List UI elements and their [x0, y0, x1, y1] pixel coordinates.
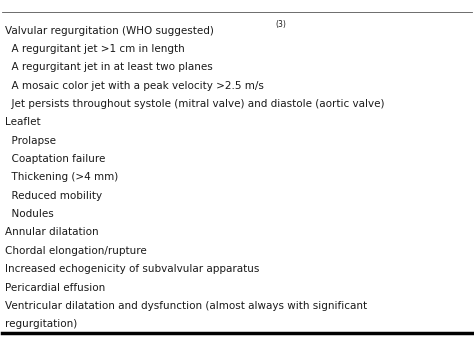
- Text: Thickening (>4 mm): Thickening (>4 mm): [5, 172, 118, 182]
- Text: Leaflet: Leaflet: [5, 117, 40, 127]
- Text: Valvular regurgitation (WHO suggested): Valvular regurgitation (WHO suggested): [5, 26, 214, 35]
- Text: Jet persists throughout systole (mitral valve) and diastole (aortic valve): Jet persists throughout systole (mitral …: [5, 99, 384, 109]
- Text: Annular dilatation: Annular dilatation: [5, 227, 99, 237]
- Text: regurgitation): regurgitation): [5, 319, 77, 329]
- Text: Prolapse: Prolapse: [5, 136, 56, 146]
- Text: Ventricular dilatation and dysfunction (almost always with significant: Ventricular dilatation and dysfunction (…: [5, 301, 367, 311]
- Text: Reduced mobility: Reduced mobility: [5, 191, 102, 201]
- Text: Increased echogenicity of subvalvular apparatus: Increased echogenicity of subvalvular ap…: [5, 264, 259, 274]
- Text: A mosaic color jet with a peak velocity >2.5 m/s: A mosaic color jet with a peak velocity …: [5, 81, 264, 90]
- Text: A regurgitant jet >1 cm in length: A regurgitant jet >1 cm in length: [5, 44, 184, 54]
- Text: Coaptation failure: Coaptation failure: [5, 154, 105, 164]
- Text: A regurgitant jet in at least two planes: A regurgitant jet in at least two planes: [5, 62, 212, 72]
- Text: (3): (3): [275, 20, 286, 29]
- Text: Pericardial effusion: Pericardial effusion: [5, 283, 105, 292]
- Text: Nodules: Nodules: [5, 209, 54, 219]
- Text: Chordal elongation/rupture: Chordal elongation/rupture: [5, 246, 146, 256]
